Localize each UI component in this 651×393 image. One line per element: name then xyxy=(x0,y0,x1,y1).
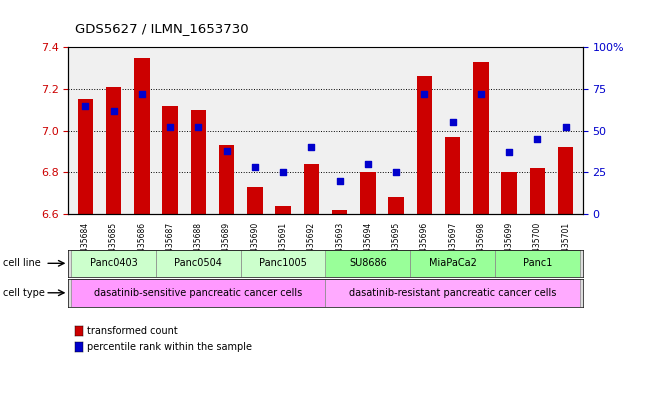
Text: Panc0504: Panc0504 xyxy=(174,258,222,268)
Point xyxy=(476,91,486,97)
Bar xyxy=(162,106,178,214)
Point xyxy=(447,119,458,125)
Bar xyxy=(71,279,326,307)
Bar xyxy=(530,168,545,214)
Text: MiaPaCa2: MiaPaCa2 xyxy=(429,258,477,268)
Bar xyxy=(326,250,410,277)
Bar xyxy=(241,250,326,277)
Bar xyxy=(410,250,495,277)
Bar xyxy=(247,187,262,214)
Bar xyxy=(191,110,206,214)
Bar xyxy=(417,76,432,214)
Bar xyxy=(219,145,234,214)
Bar xyxy=(303,164,319,214)
Point xyxy=(419,91,430,97)
Point xyxy=(533,136,543,142)
Bar xyxy=(106,87,121,214)
Point xyxy=(391,169,402,176)
Bar xyxy=(332,210,348,214)
Point xyxy=(278,169,288,176)
Bar xyxy=(326,279,580,307)
Point xyxy=(306,144,316,151)
Point xyxy=(108,108,118,114)
Bar xyxy=(389,198,404,214)
Text: Panc1005: Panc1005 xyxy=(259,258,307,268)
Text: cell type: cell type xyxy=(3,288,45,298)
Bar xyxy=(495,250,580,277)
Bar xyxy=(558,147,574,214)
Point xyxy=(193,124,204,130)
Bar xyxy=(156,250,241,277)
Text: dasatinib-resistant pancreatic cancer cells: dasatinib-resistant pancreatic cancer ce… xyxy=(349,288,557,298)
Point xyxy=(221,147,232,154)
Bar xyxy=(71,250,156,277)
Text: Panc1: Panc1 xyxy=(523,258,552,268)
Bar xyxy=(360,173,376,214)
Text: SU8686: SU8686 xyxy=(349,258,387,268)
Bar xyxy=(275,206,291,214)
Bar xyxy=(445,137,460,214)
Text: percentile rank within the sample: percentile rank within the sample xyxy=(87,342,251,352)
Bar xyxy=(501,173,517,214)
Point xyxy=(504,149,514,156)
Text: cell line: cell line xyxy=(3,258,41,268)
Bar xyxy=(473,62,489,214)
Text: transformed count: transformed count xyxy=(87,326,177,336)
Point xyxy=(137,91,147,97)
Bar xyxy=(77,99,93,214)
Text: dasatinib-sensitive pancreatic cancer cells: dasatinib-sensitive pancreatic cancer ce… xyxy=(94,288,303,298)
Point xyxy=(363,161,373,167)
Text: Panc0403: Panc0403 xyxy=(90,258,137,268)
Point xyxy=(80,103,90,109)
Point xyxy=(561,124,571,130)
Point xyxy=(335,178,345,184)
Point xyxy=(165,124,175,130)
Bar xyxy=(134,58,150,214)
Text: GDS5627 / ILMN_1653730: GDS5627 / ILMN_1653730 xyxy=(75,22,249,35)
Point xyxy=(249,164,260,171)
